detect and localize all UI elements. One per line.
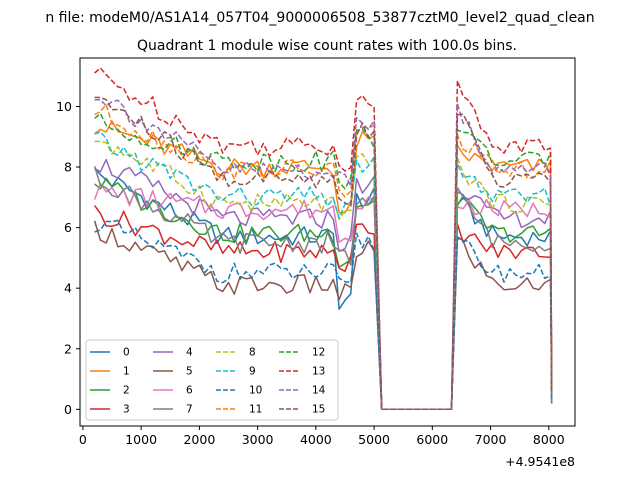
figure-suptitle: n file: modeM0/AS1A14_057T04_9000006508_… bbox=[45, 10, 594, 26]
plot-frame bbox=[79, 57, 576, 427]
series-line-2 bbox=[94, 177, 553, 411]
series-line-1 bbox=[94, 120, 553, 411]
x-axis: 0 1000 2000 3000 4000 5000 6000 7000 8000 bbox=[79, 426, 565, 447]
legend-label-14: 14 bbox=[312, 385, 326, 397]
legend-label-13: 13 bbox=[312, 366, 325, 378]
series-line-8 bbox=[94, 140, 553, 411]
legend-label-3: 3 bbox=[123, 404, 130, 416]
x-tick-label: 5000 bbox=[358, 432, 390, 447]
series-line-12 bbox=[94, 112, 553, 411]
series-line-13 bbox=[94, 67, 553, 411]
x-tick-label: 0 bbox=[79, 432, 87, 447]
y-tick-label: 4 bbox=[64, 281, 72, 296]
x-tick-label: 3000 bbox=[242, 432, 274, 447]
legend-label-9: 9 bbox=[249, 366, 256, 378]
legend-label-7: 7 bbox=[186, 404, 193, 416]
series-line-9 bbox=[94, 131, 553, 411]
legend-label-15: 15 bbox=[312, 404, 325, 416]
y-tick-label: 2 bbox=[64, 341, 72, 356]
x-tick-label: 8000 bbox=[533, 432, 565, 447]
y-axis: 0 2 4 6 8 10 bbox=[56, 99, 80, 417]
legend-label-4: 4 bbox=[186, 347, 193, 359]
y-tick-label: 8 bbox=[64, 160, 72, 175]
series-layer bbox=[93, 67, 553, 411]
x-tick-label: 6000 bbox=[416, 432, 448, 447]
y-tick-label: 10 bbox=[56, 99, 72, 114]
legend-label-5: 5 bbox=[186, 366, 193, 378]
legend-label-11: 11 bbox=[249, 404, 262, 416]
legend-label-1: 1 bbox=[123, 366, 130, 378]
series-line-5 bbox=[93, 220, 553, 411]
y-tick-label: 6 bbox=[64, 220, 72, 235]
legend-label-0: 0 bbox=[123, 347, 130, 359]
legend-label-12: 12 bbox=[312, 347, 325, 359]
x-tick-label: 4000 bbox=[300, 432, 332, 447]
legend-label-6: 6 bbox=[186, 385, 193, 397]
x-tick-label: 2000 bbox=[183, 432, 215, 447]
series-line-14 bbox=[94, 98, 553, 411]
x-tick-label: 7000 bbox=[475, 432, 507, 447]
y-tick-label: 0 bbox=[64, 402, 72, 417]
legend-label-10: 10 bbox=[249, 385, 262, 397]
series-line-7 bbox=[93, 165, 553, 411]
chart-title: Quadrant 1 module wise count rates with … bbox=[137, 38, 517, 54]
x-offset-label: +4.9541e8 bbox=[505, 454, 575, 469]
series-line-6 bbox=[93, 182, 553, 411]
series-line-3 bbox=[93, 205, 553, 411]
legend-label-8: 8 bbox=[249, 347, 256, 359]
legend-label-2: 2 bbox=[123, 385, 130, 397]
x-tick-label: 1000 bbox=[125, 432, 157, 447]
legend-box bbox=[85, 339, 339, 421]
series-line-15 bbox=[94, 96, 553, 411]
